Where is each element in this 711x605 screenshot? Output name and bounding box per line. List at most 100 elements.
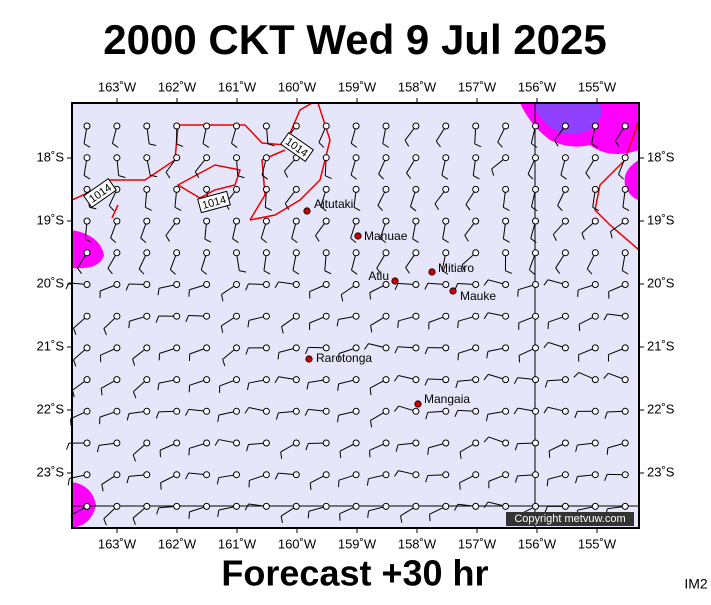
station	[323, 250, 329, 256]
place-label: Manuae	[364, 229, 408, 243]
title: 2000 CKT Wed 9 Jul 2025	[103, 16, 606, 63]
station	[562, 377, 568, 383]
station	[263, 503, 269, 509]
station	[323, 440, 329, 446]
station	[234, 313, 240, 319]
station	[204, 282, 210, 288]
lat-tick-label: 22˚S	[37, 401, 65, 416]
station	[174, 377, 180, 383]
station	[562, 250, 568, 256]
station	[443, 440, 449, 446]
station	[84, 503, 90, 509]
station	[443, 186, 449, 192]
station	[413, 345, 419, 351]
station	[234, 440, 240, 446]
station	[533, 186, 539, 192]
place-marker	[415, 401, 421, 407]
station	[443, 218, 449, 224]
lon-tick-label: 163˚W	[98, 79, 137, 94]
station	[353, 218, 359, 224]
station	[204, 440, 210, 446]
station	[443, 155, 449, 161]
station	[473, 440, 479, 446]
station	[293, 250, 299, 256]
station	[174, 282, 180, 288]
station	[592, 218, 598, 224]
station	[323, 123, 329, 129]
station	[562, 440, 568, 446]
lat-tick-label: 19˚S	[647, 212, 675, 227]
station	[413, 377, 419, 383]
station	[323, 503, 329, 509]
barb-flag	[308, 511, 309, 518]
lon-tick-label: 161˚W	[218, 79, 257, 94]
station	[174, 408, 180, 414]
station	[622, 503, 628, 509]
station	[174, 313, 180, 319]
station	[293, 186, 299, 192]
place-marker	[355, 233, 361, 239]
station	[592, 377, 598, 383]
station	[473, 503, 479, 509]
station	[293, 408, 299, 414]
station	[234, 123, 240, 129]
station	[622, 472, 628, 478]
station	[413, 472, 419, 478]
station	[353, 440, 359, 446]
station	[383, 186, 389, 192]
station	[84, 218, 90, 224]
station	[562, 218, 568, 224]
station	[293, 440, 299, 446]
lat-tick-label: 22˚S	[647, 401, 675, 416]
station	[533, 218, 539, 224]
station	[204, 155, 210, 161]
station	[533, 250, 539, 256]
station	[114, 377, 120, 383]
station	[323, 345, 329, 351]
station	[234, 250, 240, 256]
station	[323, 282, 329, 288]
station	[562, 408, 568, 414]
station	[174, 503, 180, 509]
station	[114, 345, 120, 351]
station	[263, 472, 269, 478]
station	[293, 345, 299, 351]
lon-tick-label: 161˚W	[218, 536, 257, 551]
station	[293, 377, 299, 383]
station	[144, 155, 150, 161]
barb-flag	[161, 483, 162, 490]
barb-flag	[458, 353, 459, 360]
station	[443, 503, 449, 509]
station	[204, 345, 210, 351]
station	[592, 408, 598, 414]
station	[114, 313, 120, 319]
station	[204, 123, 210, 129]
station	[353, 123, 359, 129]
station	[383, 503, 389, 509]
station	[174, 472, 180, 478]
station	[592, 345, 598, 351]
station	[473, 377, 479, 383]
station	[144, 503, 150, 509]
place-label: Aitutaki	[314, 197, 353, 211]
station	[533, 440, 539, 446]
barb-flag	[518, 290, 519, 297]
station	[323, 408, 329, 414]
station	[353, 250, 359, 256]
station	[562, 155, 568, 161]
station	[293, 313, 299, 319]
station	[592, 472, 598, 478]
station	[533, 377, 539, 383]
station	[174, 155, 180, 161]
station	[263, 408, 269, 414]
station	[174, 186, 180, 192]
station	[413, 503, 419, 509]
station	[533, 155, 539, 161]
station	[533, 282, 539, 288]
station	[263, 313, 269, 319]
station	[204, 186, 210, 192]
place-label: Mauke	[460, 289, 496, 303]
station	[293, 218, 299, 224]
station	[473, 282, 479, 288]
station	[323, 472, 329, 478]
